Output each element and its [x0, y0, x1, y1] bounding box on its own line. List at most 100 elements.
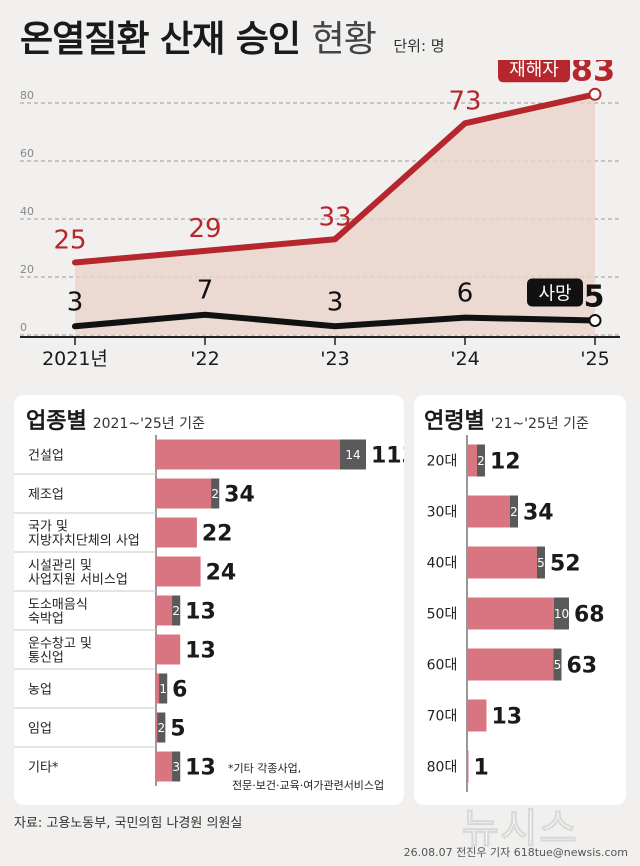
injured-end-marker: [588, 87, 602, 101]
x-tick-label: '25: [580, 348, 609, 370]
death-data-label: 6: [457, 279, 474, 309]
death-bar: [477, 444, 485, 477]
total-value-label: 6: [172, 678, 187, 703]
age-subtitle: '21~'25년 기준: [490, 416, 589, 432]
death-bar: [172, 595, 181, 626]
death-end-marker: [588, 314, 602, 327]
total-value-label: 22: [202, 522, 233, 547]
category-label: 30대: [427, 505, 458, 521]
total-value-label: 24: [206, 561, 237, 586]
total-bar: [156, 634, 181, 665]
total-value-label: 13: [492, 705, 523, 730]
death-data-label: 3: [327, 287, 344, 317]
total-value-label: 12: [490, 450, 521, 475]
credit-note: 26.08.07 전진우 기자 618tue@newsis.com: [403, 846, 628, 859]
category-label: 농업: [28, 683, 52, 698]
total-bar: [467, 699, 487, 732]
x-tick-label: 2021년: [42, 348, 108, 370]
line-chart-grid: 0 20 40 60 80 2021년 '22 '23 '24 '25: [20, 89, 620, 370]
death-bar: [157, 712, 166, 743]
line-chart-legend: 재해자 83 사망 5: [498, 60, 615, 315]
category-label: 20대: [427, 454, 458, 470]
death-value-label: 2: [510, 505, 518, 519]
x-tick-label: '22: [190, 348, 219, 370]
age-title: 연령별 '21~'25년 기준: [424, 403, 589, 435]
total-bar: [467, 648, 562, 681]
death-value-label: 5: [554, 658, 562, 672]
injured-data-label: 29: [188, 214, 221, 244]
death-value-label: 1: [159, 682, 167, 696]
category-label: 국가 및 지방자치단체의 사업: [28, 520, 140, 549]
death-value-label: 2: [477, 454, 485, 468]
total-value-label: 113: [371, 444, 404, 469]
total-value-label: 13: [185, 756, 216, 781]
death-series-line: [72, 311, 598, 330]
total-bar: [156, 556, 201, 587]
total-value-label: 52: [550, 552, 581, 577]
category-label: 도소매음식 숙박업: [28, 598, 88, 627]
age-panel: 연령별 '21~'25년 기준 20대 2 12 30대 2 34 40대 5 52 50대 10 68…: [414, 395, 626, 805]
category-label: 기타*: [28, 761, 59, 776]
injured-data-label: 33: [318, 202, 351, 232]
category-label: 80대: [427, 760, 458, 776]
death-last-value: 5: [584, 280, 605, 315]
total-bar: [467, 546, 545, 579]
total-value-label: 13: [185, 600, 216, 625]
injured-series-line: [72, 91, 598, 266]
watermark: 뉴시스: [461, 806, 579, 853]
y-tick-label: 40: [20, 205, 34, 218]
x-tick-label: '24: [450, 348, 479, 370]
death-bar: [339, 439, 366, 470]
total-value-label: 34: [224, 483, 255, 508]
death-bar: [554, 597, 569, 630]
injured-area-fill: [75, 94, 595, 335]
total-bar: [156, 478, 220, 509]
death-value-label: 2: [211, 487, 219, 501]
industry-subtitle: 2021~'25년 기준: [92, 416, 205, 432]
title-suffix: 현황: [311, 19, 377, 60]
death-data-label: 3: [67, 287, 84, 317]
total-value-label: 13: [185, 639, 216, 664]
category-label: 운수창고 및 통신업: [28, 637, 92, 666]
total-bar: [156, 517, 197, 548]
death-value-label: 14: [345, 448, 360, 462]
injured-legend-label: 재해자: [509, 60, 559, 80]
unit-label: 단위: 명: [393, 37, 445, 55]
total-value-label: 1: [474, 756, 489, 781]
death-bar: [510, 495, 518, 528]
death-value-label: 5: [537, 556, 545, 570]
y-tick-label: 80: [20, 89, 34, 102]
industry-title-text: 업종별: [26, 409, 87, 434]
total-bar: [156, 439, 366, 470]
industry-footnote: *기타 각종사업, 전문·보건·교육·여가관련서비스업: [228, 762, 384, 792]
total-value-label: 68: [574, 603, 605, 628]
injured-data-label: 73: [448, 86, 481, 116]
death-bar: [172, 751, 181, 782]
death-legend-badge: [527, 278, 583, 307]
age-title-text: 연령별: [424, 409, 485, 434]
y-tick-label: 0: [20, 321, 27, 334]
death-legend-label: 사망: [538, 284, 571, 305]
category-label: 60대: [427, 658, 458, 674]
category-label: 임업: [28, 722, 52, 737]
category-label: 제조업: [28, 488, 64, 503]
total-value-label: 63: [567, 654, 598, 679]
total-value-label: 34: [523, 501, 554, 526]
category-label: 시설관리 및 사업지원 서비스업: [28, 559, 128, 588]
injured-legend-badge: [498, 60, 570, 83]
death-bar: [159, 673, 168, 704]
total-bar: [467, 597, 569, 630]
death-value-label: 2: [172, 604, 180, 618]
page-title: 온열질환 산재 승인 현황 단위: 명: [20, 10, 445, 62]
y-tick-label: 20: [20, 263, 34, 276]
title-main: 온열질환 산재 승인: [20, 19, 301, 60]
injured-data-label: 25: [53, 226, 86, 256]
death-data-label: 7: [197, 276, 214, 306]
category-label: 건설업: [28, 449, 64, 464]
death-value-label: 3: [172, 760, 180, 774]
source-note: 자료: 고용노동부, 국민의힘 나경원 의원실: [14, 816, 243, 831]
